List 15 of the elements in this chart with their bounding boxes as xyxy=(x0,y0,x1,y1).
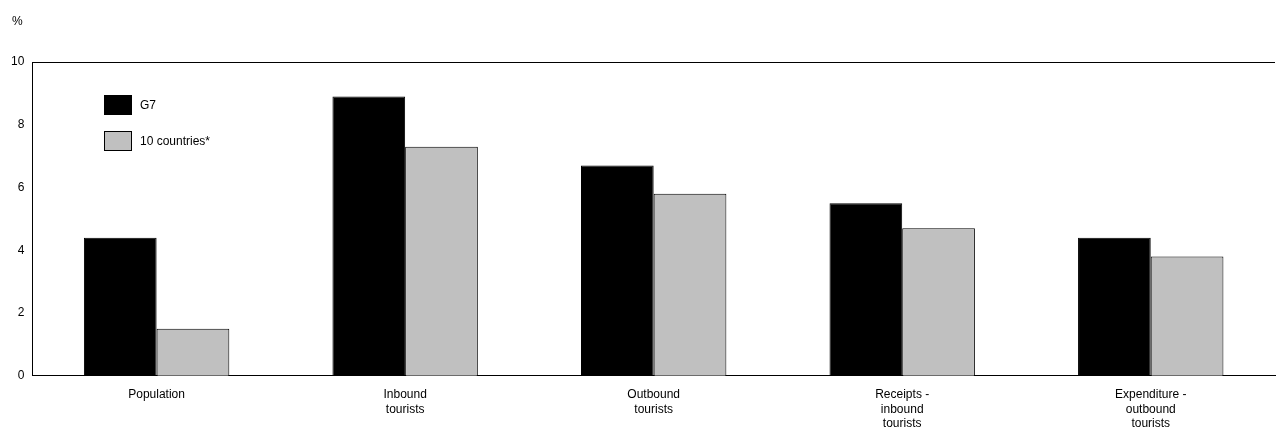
legend-label: G7 xyxy=(140,98,157,112)
y-tick-label: 4 xyxy=(17,242,25,257)
bar xyxy=(829,203,903,376)
y-axis-title: % xyxy=(12,14,23,29)
x-tick-label: Population xyxy=(128,387,185,402)
x-tick-label: Inbound tourists xyxy=(383,387,427,416)
y-tick-label: 6 xyxy=(17,179,25,194)
x-tick-label: Outbound tourists xyxy=(627,387,681,416)
y-tick-label: 2 xyxy=(17,305,25,320)
legend-label: 10 countries* xyxy=(140,134,211,148)
x-tick-label: Expenditure - outbound tourists xyxy=(1115,387,1187,431)
y-tick-label: 8 xyxy=(17,117,25,132)
y-tick-label: 10 xyxy=(10,54,25,69)
y-tick-label: 0 xyxy=(17,368,25,383)
x-tick-label: Receipts - inbound tourists xyxy=(875,387,930,431)
